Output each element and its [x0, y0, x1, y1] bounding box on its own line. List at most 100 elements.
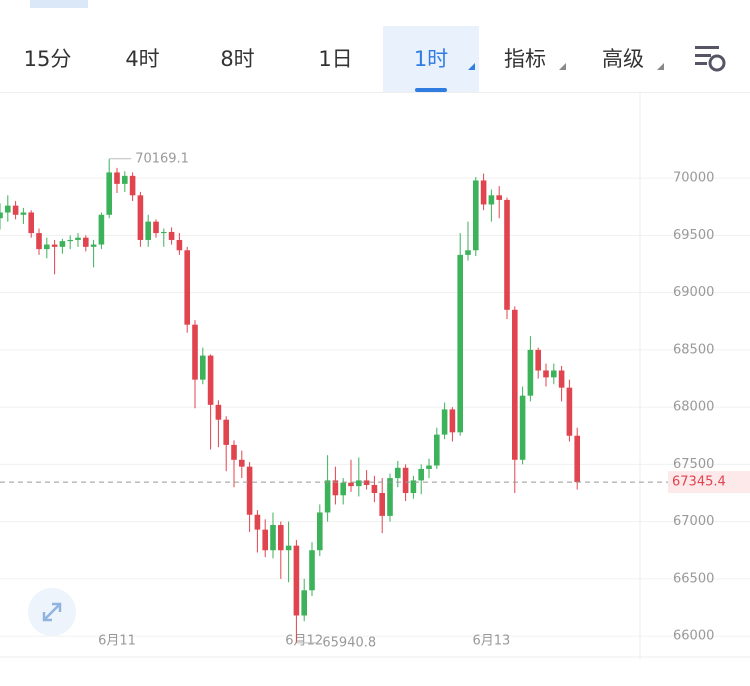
- candle-body: [426, 465, 432, 469]
- candle-body: [558, 370, 565, 388]
- candle-body: [5, 205, 11, 213]
- candle-body: [402, 467, 409, 493]
- candle-body: [223, 419, 229, 445]
- candle-body: [566, 387, 573, 436]
- candle-body: [457, 254, 463, 433]
- candle-body: [129, 175, 136, 196]
- candle-body: [83, 237, 89, 247]
- tab-label: 1时: [413, 47, 449, 71]
- candle-body: [137, 195, 144, 240]
- candle-body: [324, 480, 331, 513]
- tab[interactable]: 指标: [480, 26, 570, 92]
- candle-body: [114, 172, 120, 184]
- candle-body: [200, 355, 206, 380]
- candle-body: [192, 324, 198, 380]
- tab-label: 指标: [504, 47, 546, 71]
- candle-body: [262, 529, 268, 551]
- candle-body: [145, 221, 151, 240]
- y-tick-label: 69000: [673, 285, 714, 300]
- candle-body: [215, 404, 222, 420]
- candle-body: [0, 212, 3, 219]
- tab-label: 高级: [602, 47, 644, 71]
- candle-body: [551, 370, 557, 378]
- candle-body: [122, 175, 128, 184]
- candle-body: [379, 492, 385, 516]
- y-tick-label: 67500: [673, 457, 714, 472]
- candle-body: [340, 482, 346, 496]
- y-tick-label: 68500: [673, 342, 714, 357]
- candle-body: [301, 590, 307, 616]
- candle-body: [285, 545, 292, 551]
- candle-body: [161, 231, 167, 234]
- candle-body: [317, 512, 323, 551]
- high-label: 70169.1: [135, 151, 189, 166]
- candle-body: [543, 370, 549, 378]
- candle-body: [44, 244, 50, 250]
- low-label: 65940.8: [322, 635, 376, 650]
- candle-body: [90, 244, 97, 247]
- candle-body: [473, 180, 479, 251]
- x-tick-label: 6月11: [98, 634, 136, 649]
- settings-icon[interactable]: [690, 43, 730, 75]
- candle-body: [28, 212, 34, 234]
- candle-body: [441, 409, 448, 435]
- x-tick-label: 6月13: [472, 634, 510, 649]
- candle-body: [535, 349, 541, 371]
- candle-body: [270, 525, 276, 551]
- candle-body: [36, 233, 42, 250]
- candle-body: [12, 205, 19, 215]
- tab-selected[interactable]: 1时: [383, 26, 479, 92]
- candle-body: [488, 195, 495, 205]
- candle-body: [512, 309, 518, 460]
- candle-body: [434, 434, 440, 466]
- candle-body: [496, 195, 502, 200]
- candle-body: [239, 459, 245, 467]
- candle-body: [519, 395, 526, 460]
- candle-body: [67, 239, 73, 242]
- candle-body: [527, 349, 534, 396]
- candle-body: [106, 172, 112, 215]
- interval-tabs: 15分 4时 8时 1日 1时 指标 高级: [0, 26, 750, 93]
- tab[interactable]: 15分: [23, 47, 72, 71]
- y-tick-label: 66500: [673, 571, 714, 586]
- candle-body: [153, 221, 159, 234]
- candle-body: [371, 484, 378, 493]
- y-tick-label: 69500: [673, 228, 714, 243]
- candle-body: [293, 545, 300, 616]
- candle-body: [168, 231, 175, 240]
- y-tick-label: 70000: [673, 171, 714, 186]
- candle-body: [348, 482, 354, 487]
- last-price-box: [668, 471, 750, 494]
- tab[interactable]: 8时: [220, 47, 255, 71]
- candle-body: [20, 212, 27, 215]
- candle-body: [418, 468, 424, 481]
- candle-body: [184, 250, 190, 325]
- candle-body: [449, 409, 456, 433]
- candle-body: [332, 480, 339, 496]
- last-price-label: 67345.4: [672, 475, 726, 490]
- candle-body: [480, 180, 487, 205]
- candle-body: [410, 480, 417, 493]
- candle-body: [387, 478, 393, 516]
- candle-body: [98, 214, 105, 245]
- tab[interactable]: 1日: [318, 47, 353, 71]
- candle-body: [395, 467, 401, 479]
- candle-body: [363, 480, 370, 485]
- candle-body: [51, 244, 58, 247]
- y-tick-label: 68000: [673, 400, 714, 415]
- y-tick-label: 67000: [673, 514, 714, 529]
- x-tick-label: 6月12: [285, 634, 323, 649]
- candle-body: [356, 480, 362, 487]
- tab[interactable]: 高级: [578, 26, 668, 92]
- candle-body: [246, 466, 253, 515]
- candle-body: [465, 250, 471, 255]
- candle-body: [207, 355, 214, 405]
- expand-icon: [42, 602, 62, 622]
- candle-body: [231, 444, 237, 460]
- header-strip: [30, 0, 88, 8]
- candle-body: [278, 525, 284, 551]
- tab[interactable]: 4时: [125, 47, 160, 71]
- y-tick-label: 66000: [673, 629, 714, 644]
